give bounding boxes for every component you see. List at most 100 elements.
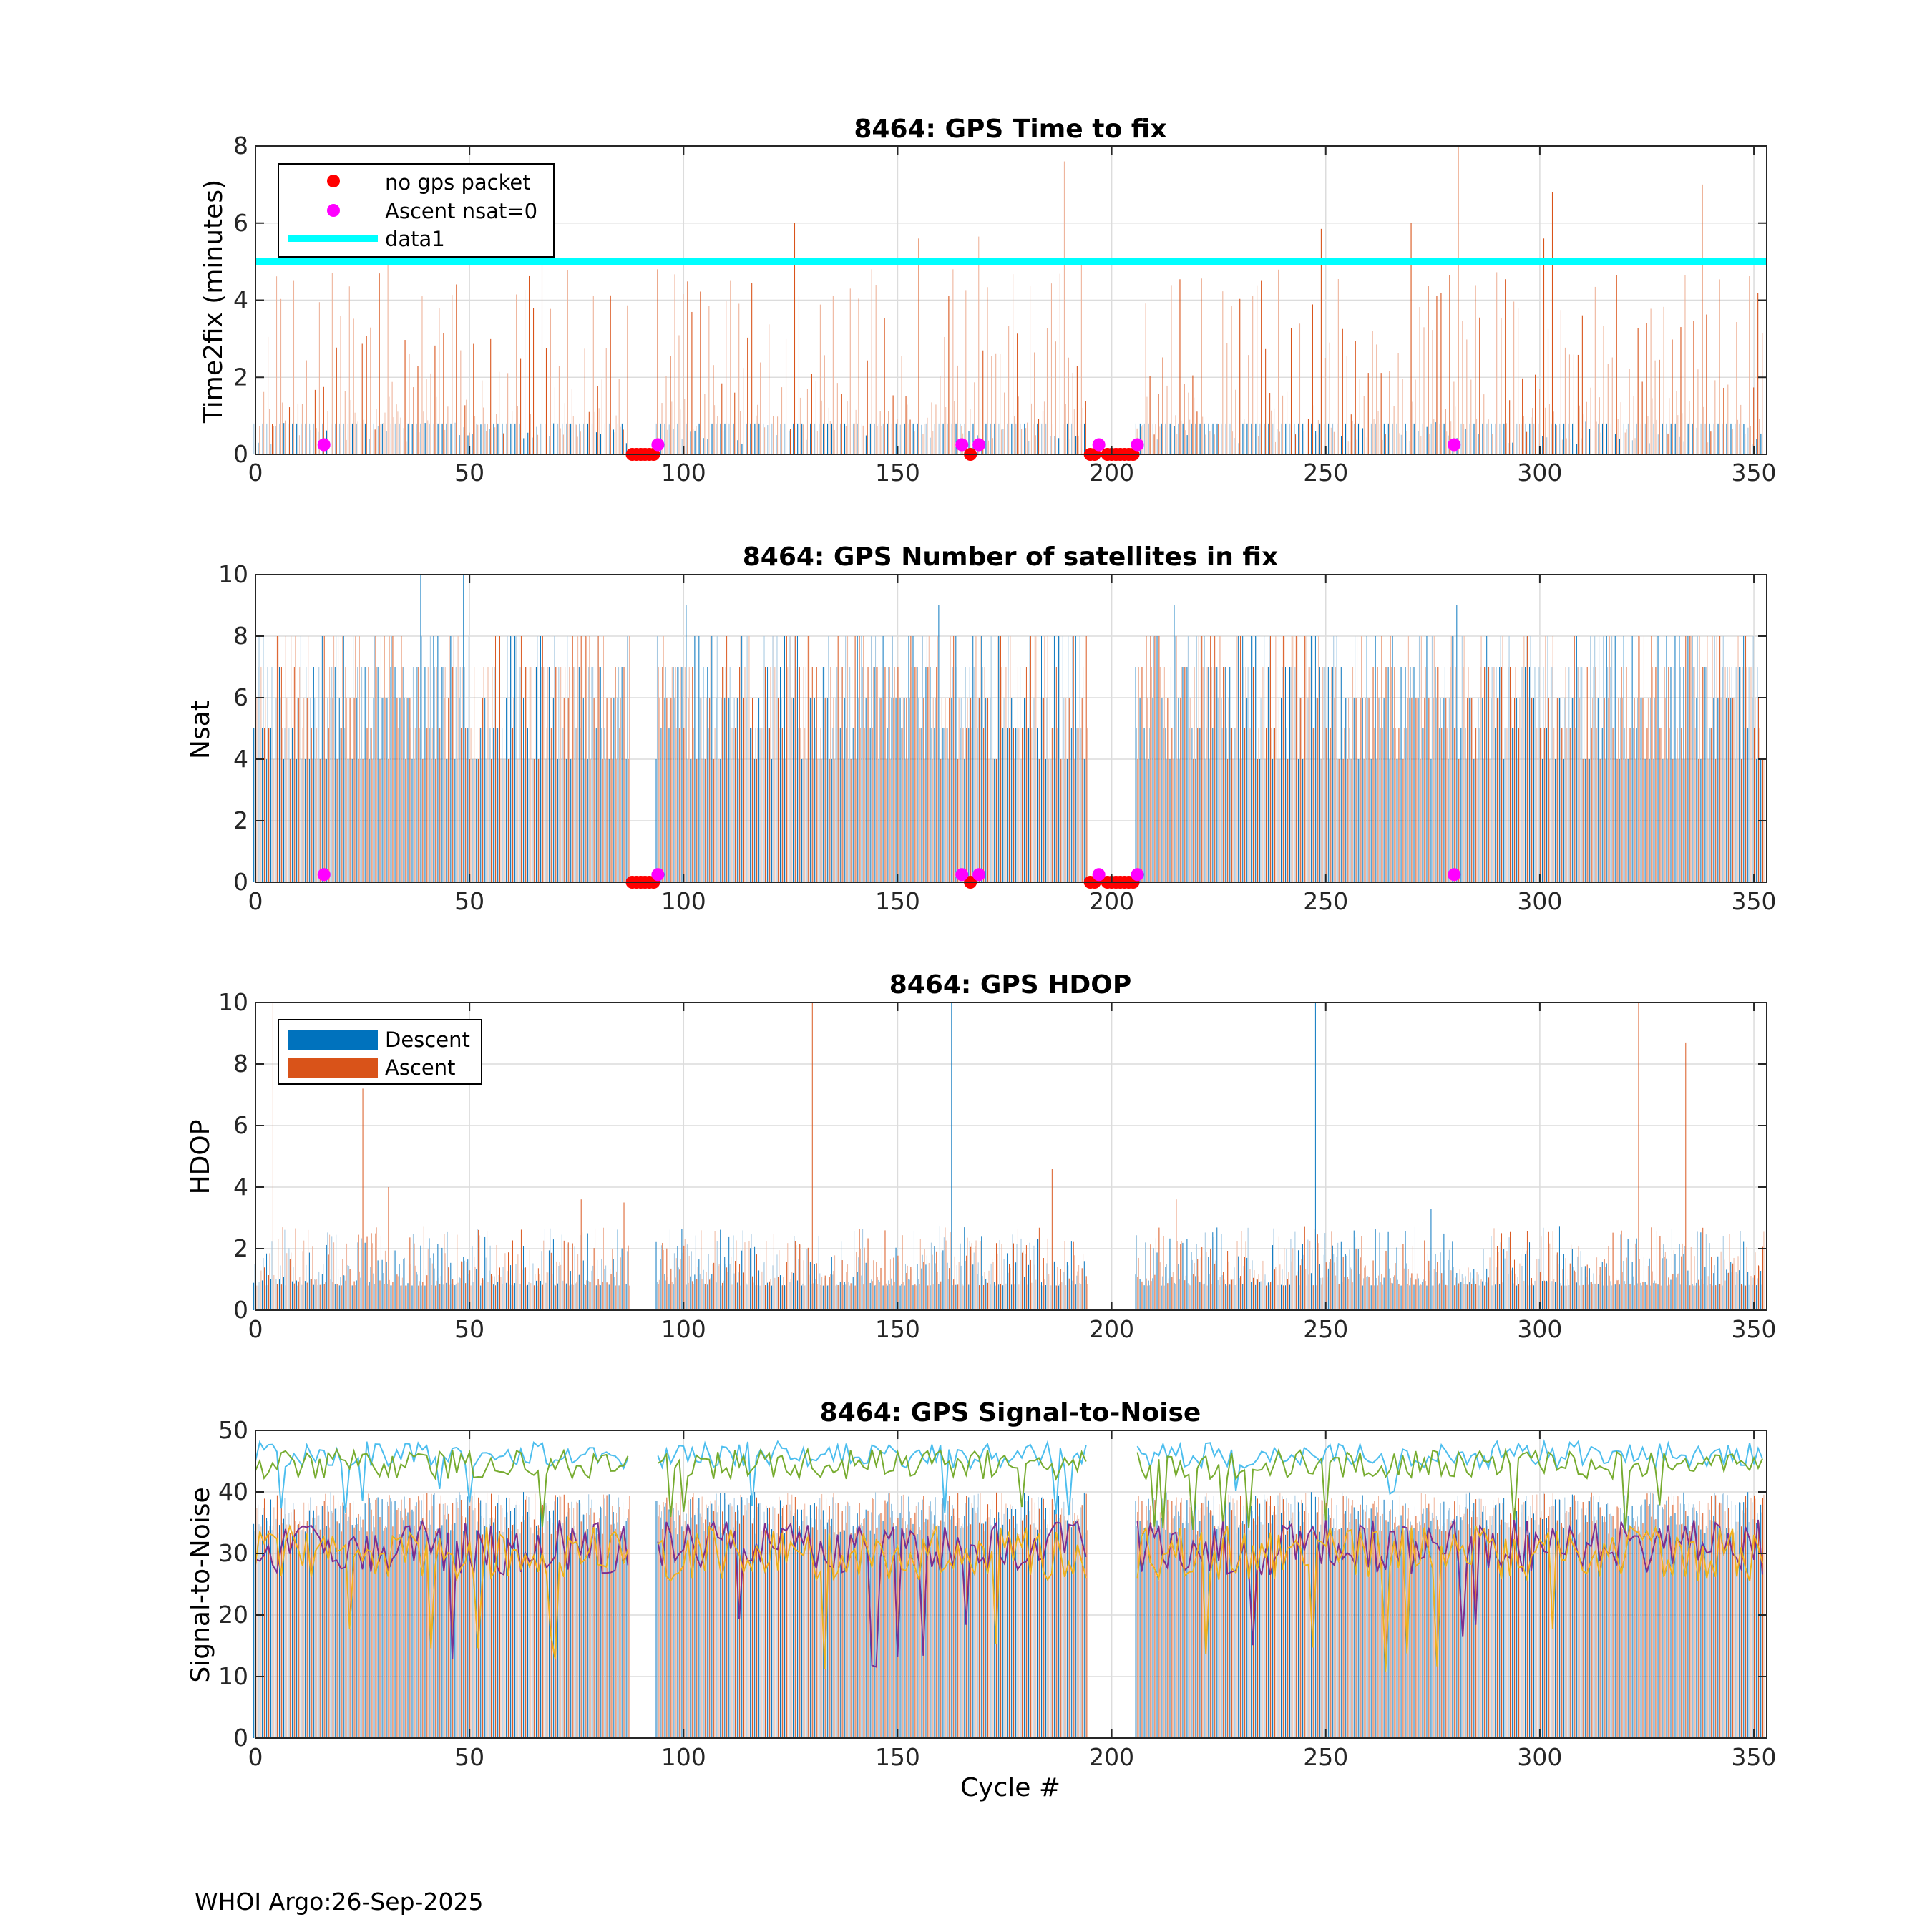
bar-ascent xyxy=(1532,1283,1533,1310)
bar-ascent xyxy=(299,667,301,882)
bar-ascent xyxy=(615,415,617,454)
bar-ascent xyxy=(950,1519,951,1738)
bar-descent xyxy=(374,636,376,882)
bar-ascent xyxy=(406,1285,407,1310)
bar-ascent xyxy=(1581,315,1583,454)
bar-ascent xyxy=(1646,728,1648,882)
bar-ascent xyxy=(1561,1285,1562,1310)
bar-ascent xyxy=(1253,667,1254,882)
bar-descent xyxy=(909,1279,910,1310)
bar-ascent xyxy=(1450,636,1452,882)
bar-descent xyxy=(1435,422,1436,454)
bar-ascent xyxy=(507,759,509,882)
bar-ascent xyxy=(487,1534,489,1738)
bar-ascent xyxy=(593,698,595,882)
bar-descent xyxy=(780,1500,781,1738)
bar-descent xyxy=(1357,1511,1359,1738)
bar-descent xyxy=(1636,423,1637,454)
bar-ascent xyxy=(1694,728,1696,882)
bar-ascent xyxy=(1724,667,1726,882)
bar-ascent xyxy=(1355,1519,1357,1738)
bar-descent xyxy=(502,1531,504,1738)
bar-descent xyxy=(1002,728,1004,882)
bar-ascent xyxy=(936,1251,937,1310)
bar-descent xyxy=(506,423,507,454)
bar-ascent xyxy=(1510,667,1511,882)
bar-ascent xyxy=(1158,394,1159,454)
bar-ascent xyxy=(1548,698,1549,882)
bar-ascent xyxy=(958,1518,960,1738)
bar-ascent xyxy=(1501,667,1503,882)
bar-ascent xyxy=(419,1281,420,1310)
bar-descent xyxy=(459,1494,461,1738)
bar-ascent xyxy=(893,1523,894,1738)
bar-descent xyxy=(1285,1285,1286,1310)
bar-descent xyxy=(1346,698,1347,882)
bar-descent xyxy=(1285,423,1287,454)
bar-descent xyxy=(943,728,945,882)
bar-descent xyxy=(399,698,401,882)
bar-descent xyxy=(1050,1285,1052,1310)
bar-ascent xyxy=(1317,1234,1318,1310)
bar-descent xyxy=(879,1282,881,1310)
bar-ascent xyxy=(1629,728,1631,882)
bar-ascent xyxy=(774,1508,776,1738)
bar-descent xyxy=(1637,1283,1639,1310)
bar-ascent xyxy=(507,1252,509,1310)
bar-ascent xyxy=(773,416,774,454)
bar-ascent xyxy=(713,1511,715,1738)
bar-ascent xyxy=(1279,759,1281,882)
bar-ascent xyxy=(1605,1521,1606,1738)
bar-ascent xyxy=(1506,1251,1508,1310)
bar-ascent xyxy=(479,728,480,882)
bar-ascent xyxy=(680,1259,681,1310)
bar-descent xyxy=(1045,423,1047,454)
bar-ascent xyxy=(325,1282,326,1310)
bar-descent xyxy=(1072,1498,1073,1738)
bar-descent xyxy=(343,636,344,882)
bar-descent xyxy=(1353,1230,1355,1310)
bar-descent xyxy=(1216,667,1218,882)
bar-ascent xyxy=(1634,1521,1636,1738)
bar-ascent xyxy=(448,1267,449,1310)
bar-ascent xyxy=(281,402,283,454)
bar-ascent xyxy=(435,1531,436,1738)
bar-ascent xyxy=(940,1520,942,1738)
bar-ascent xyxy=(1543,1493,1545,1738)
bar-ascent xyxy=(910,1518,912,1738)
bar-ascent xyxy=(1483,394,1485,454)
bar-descent xyxy=(578,667,580,882)
bar-ascent xyxy=(1420,1493,1422,1738)
bar-ascent xyxy=(867,1510,869,1738)
bar-ascent xyxy=(618,379,620,454)
bar-ascent xyxy=(678,335,680,454)
bar-ascent xyxy=(533,1285,535,1310)
bar-ascent xyxy=(286,1524,288,1738)
bar-ascent xyxy=(770,667,771,882)
bar-ascent xyxy=(396,1274,398,1310)
bar-descent xyxy=(1319,667,1320,882)
bar-ascent xyxy=(316,1506,318,1738)
bar-descent xyxy=(874,1285,875,1310)
bar-ascent xyxy=(1518,728,1519,882)
bar-ascent xyxy=(388,759,389,882)
bar-descent xyxy=(1067,423,1068,454)
bar-ascent xyxy=(492,1276,493,1310)
bar-ascent xyxy=(1681,728,1682,882)
bar-ascent xyxy=(907,759,908,882)
bar-ascent xyxy=(671,667,673,882)
bar-ascent xyxy=(950,1232,951,1310)
bar-ascent xyxy=(329,667,331,882)
bar-ascent xyxy=(879,411,881,454)
bar-ascent xyxy=(1416,1273,1418,1310)
bar-descent xyxy=(677,1534,678,1738)
bar-descent xyxy=(1272,759,1274,882)
bar-ascent xyxy=(830,1526,831,1738)
bar-ascent xyxy=(1076,366,1078,454)
bar-descent xyxy=(1161,698,1162,882)
bar-descent xyxy=(1692,667,1694,882)
bar-ascent xyxy=(1424,1240,1425,1310)
bar-descent xyxy=(514,423,516,454)
bar-ascent xyxy=(1211,1284,1212,1310)
y-tick-label: 4 xyxy=(233,286,248,314)
